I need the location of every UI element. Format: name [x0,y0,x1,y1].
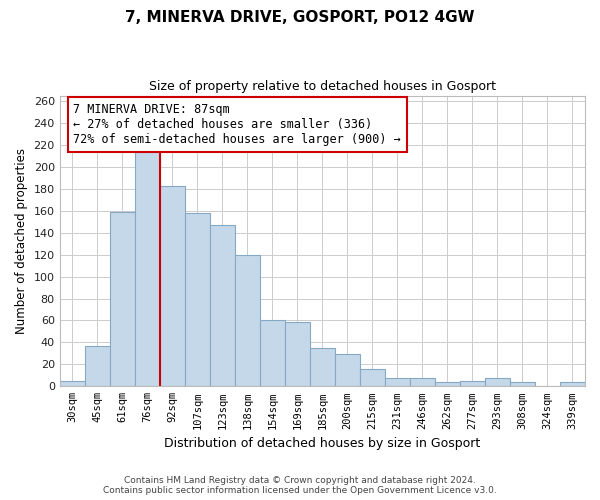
Bar [110,212,135,386]
X-axis label: Distribution of detached houses by size in Gosport: Distribution of detached houses by size … [164,437,481,450]
Bar [435,382,460,386]
Text: 7 MINERVA DRIVE: 87sqm
← 27% of detached houses are smaller (336)
72% of semi-de: 7 MINERVA DRIVE: 87sqm ← 27% of detached… [73,103,401,146]
Bar [260,320,285,386]
Bar [235,254,260,386]
Bar [85,346,110,387]
Bar [385,378,410,386]
Bar [485,378,510,386]
Text: Contains HM Land Registry data © Crown copyright and database right 2024.
Contai: Contains HM Land Registry data © Crown c… [103,476,497,495]
Bar [410,378,435,386]
Text: 7, MINERVA DRIVE, GOSPORT, PO12 4GW: 7, MINERVA DRIVE, GOSPORT, PO12 4GW [125,10,475,25]
Bar [185,213,210,386]
Bar [335,354,360,386]
Y-axis label: Number of detached properties: Number of detached properties [15,148,28,334]
Bar [460,381,485,386]
Bar [310,348,335,387]
Title: Size of property relative to detached houses in Gosport: Size of property relative to detached ho… [149,80,496,93]
Bar [135,146,160,386]
Bar [210,225,235,386]
Bar [560,382,585,386]
Bar [285,322,310,386]
Bar [360,369,385,386]
Bar [510,382,535,386]
Bar [59,381,85,386]
Bar [160,186,185,386]
